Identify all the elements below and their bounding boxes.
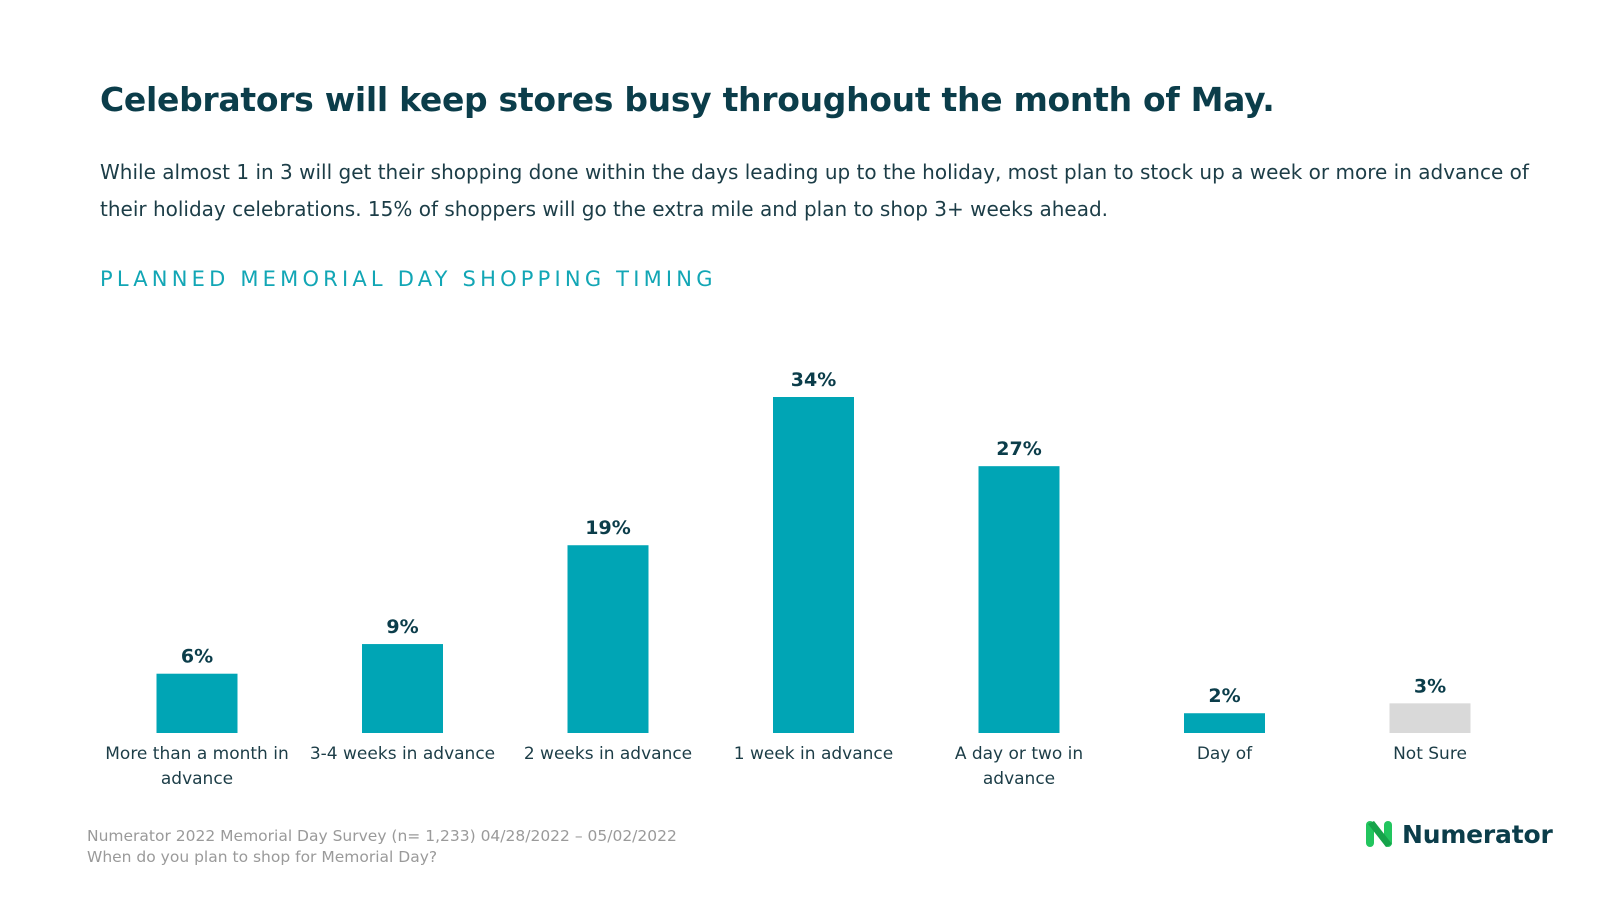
value-label-2-weeks-in-advance: 19% [585,517,630,539]
value-label-not-sure: 3% [1414,675,1446,697]
bar-more-than-a-month-in-advance [156,673,238,733]
page-title: Celebrators will keep stores busy throug… [100,80,1275,119]
value-label-1-week-in-advance: 34% [791,369,836,391]
value-label-a-day-or-two-in-advance: 27% [996,438,1041,460]
bar-1-week-in-advance [773,397,854,733]
bar-day-of [1184,713,1265,733]
numerator-logo: Numerator [1365,817,1553,851]
footer-source: Numerator 2022 Memorial Day Survey (n= 1… [87,827,677,845]
numerator-logo-icon [1366,821,1392,847]
category-label-1-week-in-advance: 1 week in advance [734,744,893,764]
footer-question: When do you plan to shop for Memorial Da… [87,848,438,866]
chart-category-labels: More than a month in advance 3-4 weeks in … [105,744,1467,789]
numerator-logo-text: Numerator [1402,819,1553,849]
value-label-more-than-a-month-in-advance: 6% [181,646,213,668]
bar-not-sure [1389,703,1471,733]
bar-2-weeks-in-advance [567,545,649,733]
value-label-day-of: 2% [1208,685,1240,707]
value-label-3-4-weeks-in-advance: 9% [386,616,418,638]
category-label-not-sure: Not Sure [1393,744,1467,764]
footer: Numerator 2022 Memorial Day Survey (n= 1… [87,826,677,868]
chart-bars [156,397,1471,733]
page-subtitle: While almost 1 in 3 will get their shopp… [100,160,1529,221]
bar-3-4-weeks-in-advance [362,644,443,733]
category-label-day-of: Day of [1197,744,1253,764]
chart-title: PLANNED MEMORIAL DAY SHOPPING TIMING [100,267,717,291]
category-label-3-4-weeks-in-advance: 3-4 weeks in advance [310,744,495,764]
bar-a-day-or-two-in-advance [978,466,1060,733]
category-label-a-day-or-two-in-advance: A day or two in advance [955,744,1083,789]
category-label-2-weeks-in-advance: 2 weeks in advance [524,744,692,764]
chart-value-labels: 6% 9% 19% 34% 27% 2% 3% [181,369,1446,707]
category-label-more-than-a-month-in-advance: More than a month in advance [105,744,288,789]
